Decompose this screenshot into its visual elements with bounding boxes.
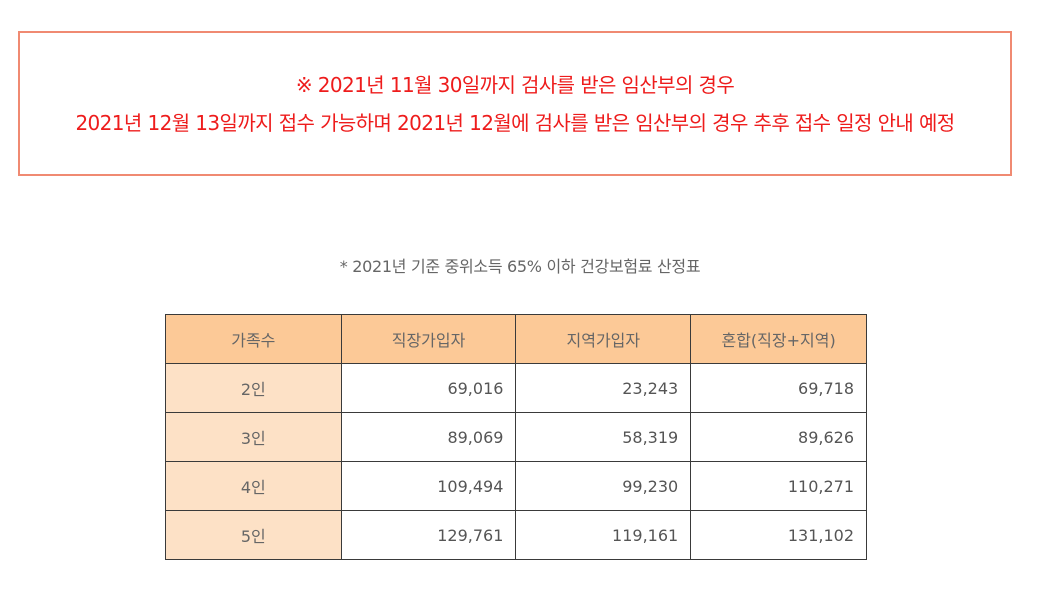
header-family-count: 가족수 [165, 314, 342, 364]
table-row: 2인 69,016 23,243 69,718 [165, 363, 867, 413]
table-row: 3인 89,069 58,319 89,626 [165, 412, 867, 462]
mixed-value-cell: 89,626 [690, 412, 867, 462]
mixed-value-cell: 69,718 [690, 363, 867, 413]
regional-value-cell: 58,319 [515, 412, 692, 462]
family-count-cell: 4인 [165, 461, 342, 511]
header-mixed-subscriber: 혼합(직장+지역) [690, 314, 867, 364]
family-count-cell: 2인 [165, 363, 342, 413]
regional-value-cell: 23,243 [515, 363, 692, 413]
notice-line-2: 2021년 12월 13일까지 접수 가능하며 2021년 12월에 검사를 받… [75, 110, 955, 135]
table-caption: * 2021년 기준 중위소득 65% 이하 건강보험료 산정표 [339, 257, 701, 276]
regional-value-cell: 119,161 [515, 510, 692, 560]
family-count-cell: 3인 [165, 412, 342, 462]
table-row: 5인 129,761 119,161 131,102 [165, 510, 867, 560]
notice-box: ※ 2021년 11월 30일까지 검사를 받은 임산부의 경우 2021년 1… [18, 31, 1012, 176]
notice-line-1: ※ 2021년 11월 30일까지 검사를 받은 임산부의 경우 [295, 72, 735, 97]
regional-value-cell: 99,230 [515, 461, 692, 511]
mixed-value-cell: 131,102 [690, 510, 867, 560]
employee-value-cell: 109,494 [340, 461, 517, 511]
premium-table: 가족수 직장가입자 지역가입자 혼합(직장+지역) 2인 69,016 23,2… [165, 314, 867, 560]
family-count-cell: 5인 [165, 510, 342, 560]
header-employee-subscriber: 직장가입자 [340, 314, 517, 364]
table-row: 4인 109,494 99,230 110,271 [165, 461, 867, 511]
mixed-value-cell: 110,271 [690, 461, 867, 511]
header-regional-subscriber: 지역가입자 [515, 314, 692, 364]
employee-value-cell: 69,016 [340, 363, 517, 413]
table-header-row: 가족수 직장가입자 지역가입자 혼합(직장+지역) [165, 314, 867, 364]
employee-value-cell: 89,069 [340, 412, 517, 462]
employee-value-cell: 129,761 [340, 510, 517, 560]
